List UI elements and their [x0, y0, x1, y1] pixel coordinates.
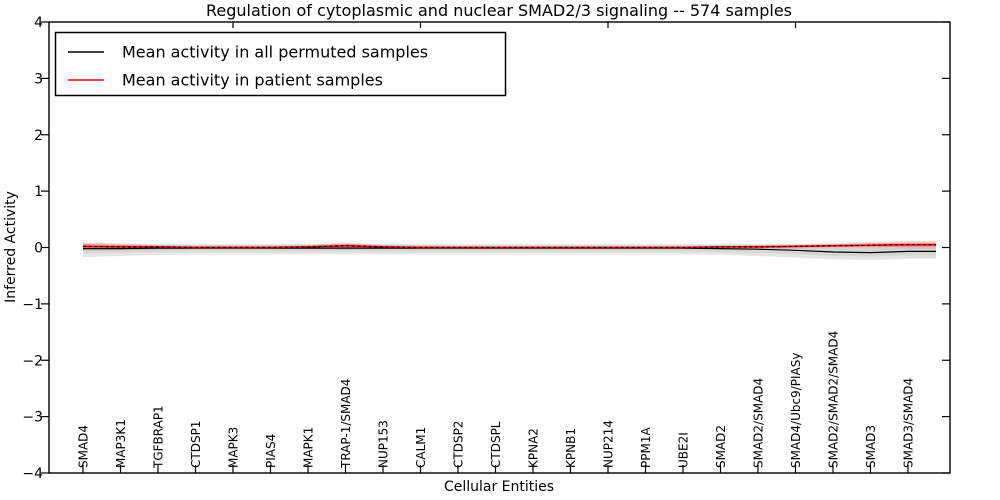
x-tick-label: SMAD3 [864, 425, 878, 468]
x-tick-label: SMAD2 [714, 425, 728, 468]
x-tick-label: MAPK3 [227, 427, 241, 468]
patient-mean-dash-overlay [82, 244, 936, 249]
x-tick-label: TRAP-1/SMAD4 [339, 379, 353, 469]
x-tick-label: SMAD4 [77, 425, 91, 468]
legend-label-patient: Mean activity in patient samples [122, 71, 383, 90]
x-tick-labels: SMAD4 MAP3K1 TGFBRAP1 CTDSP1 MAPK3 PIAS4 MAPK1… [77, 331, 916, 469]
x-axis-label: Cellular Entities [444, 479, 554, 495]
y-tick-label: −3 [22, 410, 43, 426]
x-tick-label: CALM1 [414, 427, 428, 468]
y-tick-label: 4 [34, 15, 43, 31]
x-tick-label: MAP3K1 [114, 419, 128, 468]
x-tick-label: UBE2I [677, 432, 691, 468]
axis-ticks [41, 21, 950, 474]
y-tick-label: −2 [22, 353, 43, 369]
x-tick-label: PIAS4 [264, 434, 278, 468]
legend-label-permuted: Mean activity in all permuted samples [122, 43, 428, 62]
x-tick-label: MAPK1 [302, 427, 316, 468]
x-tick-label: CTDSP2 [452, 421, 466, 468]
x-tick-label: SMAD3/SMAD4 [902, 378, 916, 468]
x-tick-label: NUP214 [602, 420, 616, 468]
y-tick-label: 3 [34, 71, 43, 87]
x-tick-label: PPM1A [639, 427, 653, 468]
y-tick-label: 1 [34, 184, 43, 200]
y-tick-label: −1 [22, 297, 43, 313]
x-tick-label: TGFBRAP1 [152, 405, 166, 469]
x-tick-label: KPNA2 [527, 428, 541, 468]
x-tick-label: KPNB1 [564, 428, 578, 468]
y-axis-label: Inferred Activity [3, 191, 19, 303]
x-tick-label: CTDSP1 [189, 421, 203, 468]
legend-box [54, 31, 507, 97]
x-tick-label: SMAD2/SMAD4 [752, 378, 766, 468]
x-tick-label: NUP153 [377, 420, 391, 468]
x-tick-label: CTDSPL [489, 421, 503, 468]
legend: Mean activity in all permuted samples Me… [54, 31, 507, 97]
y-tick-labels: 4 3 2 1 0 −1 −2 −3 −4 [22, 15, 43, 482]
y-tick-label: −4 [22, 466, 43, 482]
x-tick-label: SMAD4/Ubc9/PIASy [789, 353, 803, 468]
x-tick-label: SMAD2/SMAD2/SMAD4 [827, 331, 841, 468]
chart-title: Regulation of cytoplasmic and nuclear SM… [206, 1, 792, 20]
y-tick-label: 0 [34, 241, 43, 257]
series-lines [82, 243, 936, 254]
y-tick-label: 2 [34, 128, 43, 144]
